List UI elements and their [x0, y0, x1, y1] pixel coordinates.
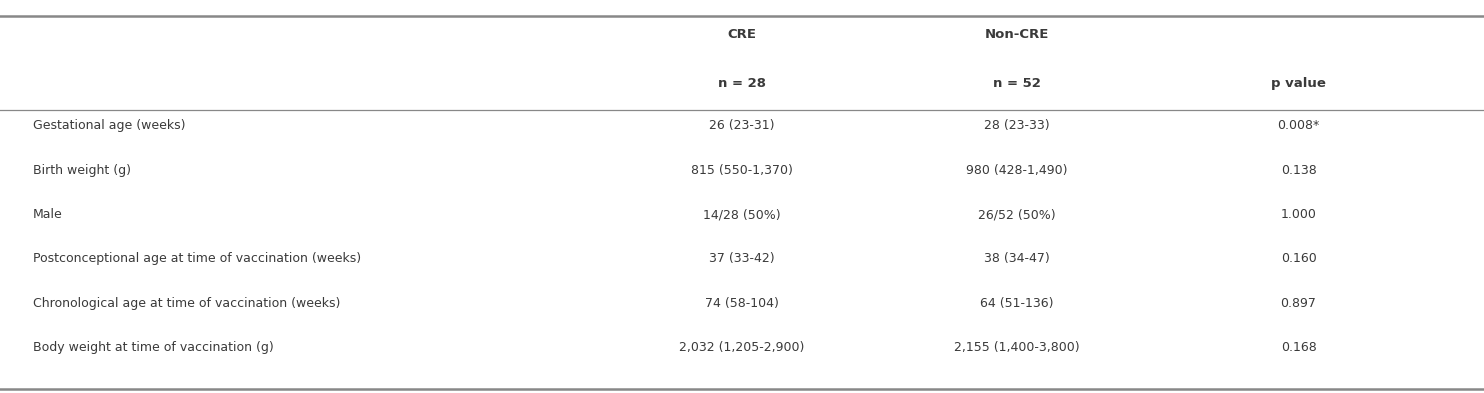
Text: Chronological age at time of vaccination (weeks): Chronological age at time of vaccination…	[33, 297, 340, 310]
Text: 0.008*: 0.008*	[1278, 119, 1319, 132]
Text: 0.138: 0.138	[1281, 163, 1316, 177]
Text: 26 (23-31): 26 (23-31)	[709, 119, 775, 132]
Text: 1.000: 1.000	[1281, 208, 1316, 221]
Text: 0.160: 0.160	[1281, 252, 1316, 266]
Text: 980 (428-1,490): 980 (428-1,490)	[966, 163, 1067, 177]
Text: 14/28 (50%): 14/28 (50%)	[703, 208, 781, 221]
Text: 38 (34-47): 38 (34-47)	[984, 252, 1049, 266]
Text: p value: p value	[1272, 77, 1325, 90]
Text: Non-CRE: Non-CRE	[984, 28, 1049, 40]
Text: Birth weight (g): Birth weight (g)	[33, 163, 131, 177]
Text: 64 (51-136): 64 (51-136)	[979, 297, 1054, 310]
Text: 2,155 (1,400-3,800): 2,155 (1,400-3,800)	[954, 341, 1079, 354]
Text: 0.168: 0.168	[1281, 341, 1316, 354]
Text: 28 (23-33): 28 (23-33)	[984, 119, 1049, 132]
Text: Male: Male	[33, 208, 62, 221]
Text: Gestational age (weeks): Gestational age (weeks)	[33, 119, 186, 132]
Text: n = 28: n = 28	[718, 77, 766, 90]
Text: 26/52 (50%): 26/52 (50%)	[978, 208, 1055, 221]
Text: 815 (550-1,370): 815 (550-1,370)	[692, 163, 792, 177]
Text: 74 (58-104): 74 (58-104)	[705, 297, 779, 310]
Text: 0.897: 0.897	[1281, 297, 1316, 310]
Text: CRE: CRE	[727, 28, 757, 40]
Text: 2,032 (1,205-2,900): 2,032 (1,205-2,900)	[680, 341, 804, 354]
Text: 37 (33-42): 37 (33-42)	[709, 252, 775, 266]
Text: Postconceptional age at time of vaccination (weeks): Postconceptional age at time of vaccinat…	[33, 252, 361, 266]
Text: Body weight at time of vaccination (g): Body weight at time of vaccination (g)	[33, 341, 273, 354]
Text: n = 52: n = 52	[993, 77, 1040, 90]
